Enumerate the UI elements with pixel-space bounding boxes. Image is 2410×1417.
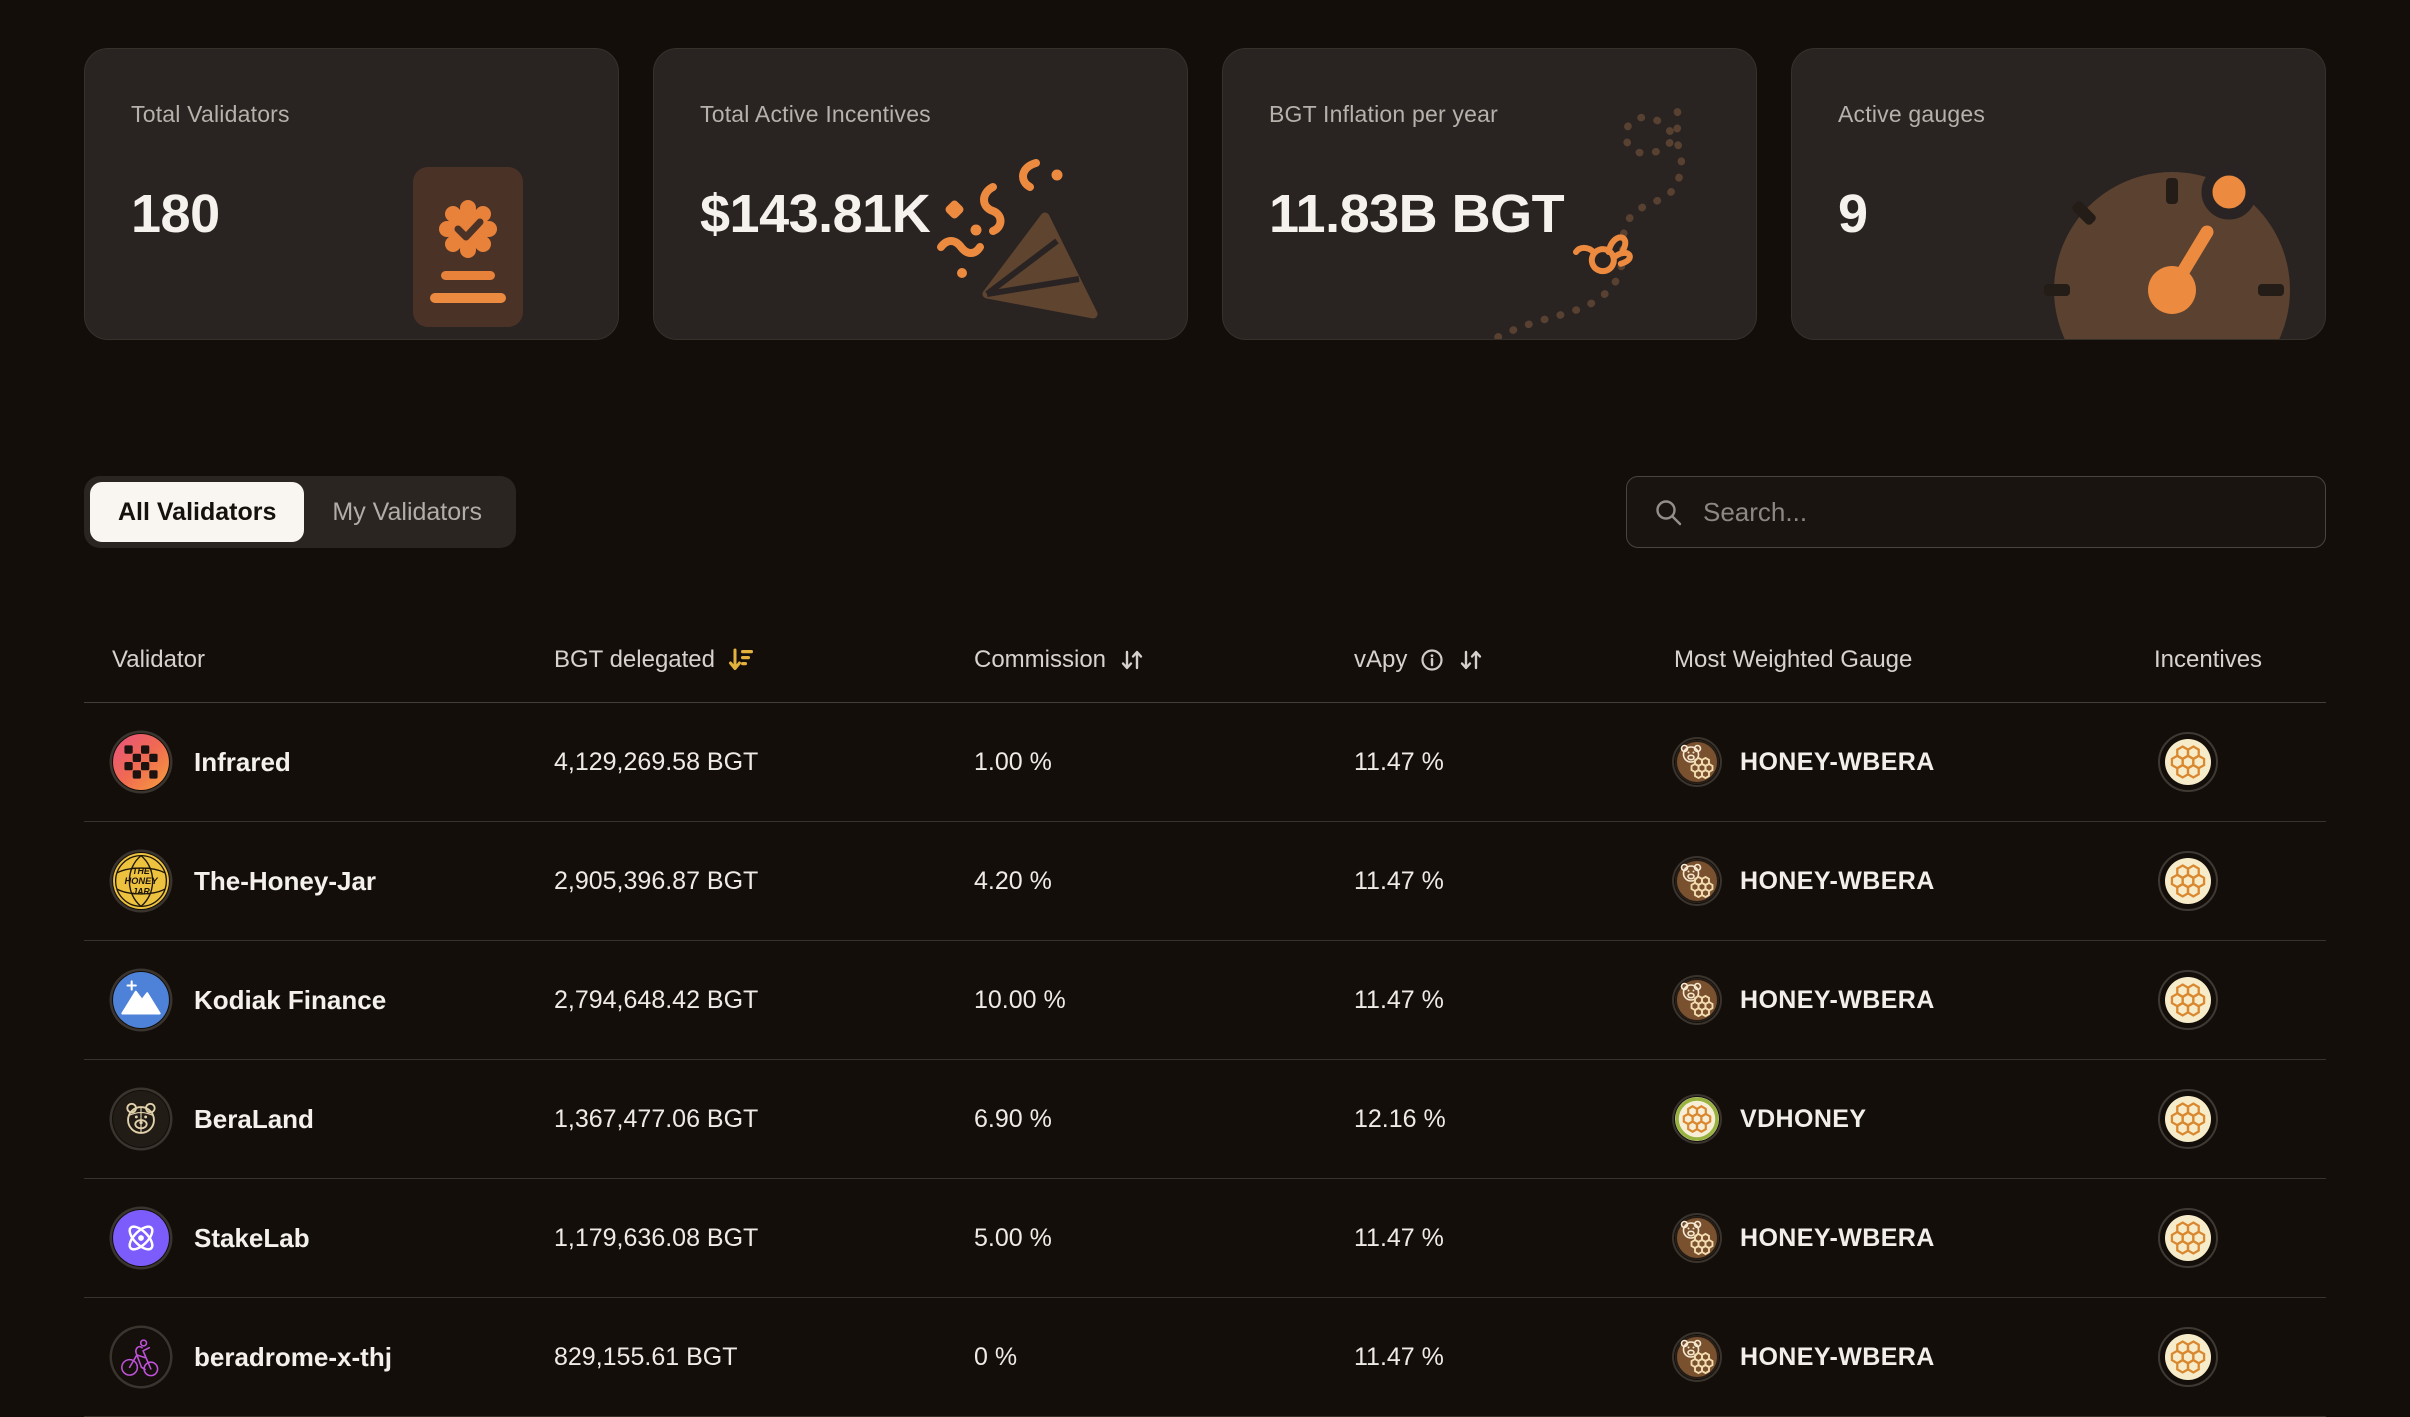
validator-name: beradrome-x-thj xyxy=(194,1341,392,1372)
kodiak-finance-logo xyxy=(112,971,170,1029)
honeycomb-incentive-icon xyxy=(2158,732,2218,792)
search-input[interactable] xyxy=(1701,495,2299,529)
tab-all-validators[interactable]: All Validators xyxy=(90,482,305,542)
commission-value: 5.00 % xyxy=(974,1223,1052,1252)
honeycomb-incentive-icon xyxy=(2158,1327,2218,1387)
honeycomb-incentive-icon xyxy=(2158,970,2218,1030)
honey-wbera-gauge-icon xyxy=(1674,739,1720,785)
commission-value: 10.00 % xyxy=(974,985,1066,1014)
bgt-delegated-value: 1,367,477.06 BGT xyxy=(554,1104,759,1133)
vapy-value: 11.47 % xyxy=(1354,747,1444,776)
beraland-logo xyxy=(112,1090,170,1148)
bee-icon xyxy=(1486,85,1716,339)
commission-value: 6.90 % xyxy=(974,1104,1052,1133)
stat-value: $143.81K xyxy=(700,184,931,244)
gauge-name: HONEY-WBERA xyxy=(1740,866,1935,895)
stat-card-active-gauges: Active gauges 9 xyxy=(1791,48,2326,340)
commission-value: 0 % xyxy=(974,1342,1018,1371)
stats-cards: Total Validators 180 Total Active Incent… xyxy=(84,48,2326,340)
stakelab-logo xyxy=(112,1209,170,1267)
sort-updown-icon[interactable] xyxy=(1118,646,1146,674)
vapy-value: 11.47 % xyxy=(1354,985,1444,1014)
infrared-logo xyxy=(112,733,170,791)
validator-name: The-Honey-Jar xyxy=(194,865,377,896)
stat-card-bgt-inflation: BGT Inflation per year 11.83B BGT xyxy=(1222,48,1757,340)
gauge-name: HONEY-WBERA xyxy=(1740,1223,1935,1252)
column-header-validator: Validator xyxy=(112,646,205,673)
stat-label: Total Active Incentives xyxy=(700,101,931,127)
column-header-commission[interactable]: Commission xyxy=(964,646,1344,674)
stat-label: BGT Inflation per year xyxy=(1269,101,1498,127)
validators-tabs: All Validators My Validators xyxy=(84,476,516,548)
stat-label: Total Validators xyxy=(131,101,290,127)
bgt-delegated-value: 829,155.61 BGT xyxy=(554,1342,738,1371)
gauge-name: HONEY-WBERA xyxy=(1740,985,1935,1014)
honey-wbera-gauge-icon xyxy=(1674,1334,1720,1380)
stat-label: Active gauges xyxy=(1838,101,1986,127)
gauge-name: HONEY-WBERA xyxy=(1740,1342,1935,1371)
gauge-icon xyxy=(2012,164,2292,339)
gauge-name: VDHONEY xyxy=(1740,1104,1867,1133)
validator-name: BeraLand xyxy=(194,1103,314,1134)
table-row[interactable]: StakeLab 1,179,636.08 BGT 5.00 % 11.47 %… xyxy=(84,1179,2326,1298)
bgt-delegated-value: 2,794,648.42 BGT xyxy=(554,985,759,1014)
column-header-incentives: Incentives xyxy=(2154,646,2263,673)
the-honey-jar-logo: THE HONEY JAR xyxy=(112,852,170,910)
table-row[interactable]: beradrome-x-thj 829,155.61 BGT 0 % 11.47… xyxy=(84,1298,2326,1417)
validator-name: Infrared xyxy=(194,746,291,777)
vapy-value: 12.16 % xyxy=(1354,1104,1446,1133)
stat-card-total-validators: Total Validators 180 xyxy=(84,48,619,340)
honey-wbera-gauge-icon xyxy=(1674,1215,1720,1261)
table-header-row: Validator BGT delegated Commission xyxy=(84,618,2326,703)
validator-name: Kodiak Finance xyxy=(194,984,387,1015)
column-header-vapy[interactable]: vApy xyxy=(1344,646,1664,674)
honey-wbera-gauge-icon xyxy=(1674,977,1720,1023)
gauge-name: HONEY-WBERA xyxy=(1740,747,1935,776)
vapy-value: 11.47 % xyxy=(1354,866,1444,895)
honeycomb-incentive-icon xyxy=(2158,851,2218,911)
honeycomb-incentive-icon xyxy=(2158,1208,2218,1268)
tab-label: My Validators xyxy=(332,497,482,526)
stat-value: 9 xyxy=(1838,184,1868,244)
bgt-delegated-value: 4,129,269.58 BGT xyxy=(554,747,759,776)
bgt-delegated-value: 1,179,636.08 BGT xyxy=(554,1223,759,1252)
column-header-most-weighted-gauge: Most Weighted Gauge xyxy=(1674,646,1913,673)
table-row[interactable]: Kodiak Finance 2,794,648.42 BGT 10.00 % … xyxy=(84,941,2326,1060)
vapy-value: 11.47 % xyxy=(1354,1342,1444,1371)
column-header-bgt-delegated[interactable]: BGT delegated xyxy=(544,645,964,675)
honey-wbera-gauge-icon xyxy=(1674,858,1720,904)
stat-value: 180 xyxy=(131,184,220,244)
search-bar[interactable] xyxy=(1626,476,2326,548)
table-row[interactable]: THE HONEY JAR The-Honey-Jar 2,905,396.87… xyxy=(84,822,2326,941)
vdhoney-gauge-icon xyxy=(1674,1096,1720,1142)
honeycomb-incentive-icon xyxy=(2158,1089,2218,1149)
validators-table: Validator BGT delegated Commission xyxy=(84,618,2326,1417)
commission-value: 4.20 % xyxy=(974,866,1052,895)
logo-text: THE xyxy=(132,866,151,876)
table-row[interactable]: Infrared 4,129,269.58 BGT 1.00 % 11.47 %… xyxy=(84,703,2326,822)
sort-desc-active-icon[interactable] xyxy=(727,645,757,675)
tab-label: All Validators xyxy=(118,497,277,526)
vapy-value: 11.47 % xyxy=(1354,1223,1444,1252)
info-icon[interactable] xyxy=(1419,647,1445,673)
certificate-icon xyxy=(413,167,523,327)
confetti-icon xyxy=(933,159,1098,329)
logo-text: HONEY xyxy=(124,876,158,886)
validator-name: StakeLab xyxy=(194,1222,310,1253)
logo-text: JAR xyxy=(132,886,150,896)
commission-value: 1.00 % xyxy=(974,747,1052,776)
search-icon xyxy=(1653,497,1683,527)
table-row[interactable]: BeraLand 1,367,477.06 BGT 6.90 % 12.16 %… xyxy=(84,1060,2326,1179)
tab-my-validators[interactable]: My Validators xyxy=(304,482,510,542)
beradrome-x-thj-logo xyxy=(112,1328,170,1386)
stat-value: 11.83B BGT xyxy=(1269,184,1565,244)
sort-updown-icon[interactable] xyxy=(1457,646,1485,674)
bgt-delegated-value: 2,905,396.87 BGT xyxy=(554,866,759,895)
stat-card-total-active-incentives: Total Active Incentives $143.81K xyxy=(653,48,1188,340)
